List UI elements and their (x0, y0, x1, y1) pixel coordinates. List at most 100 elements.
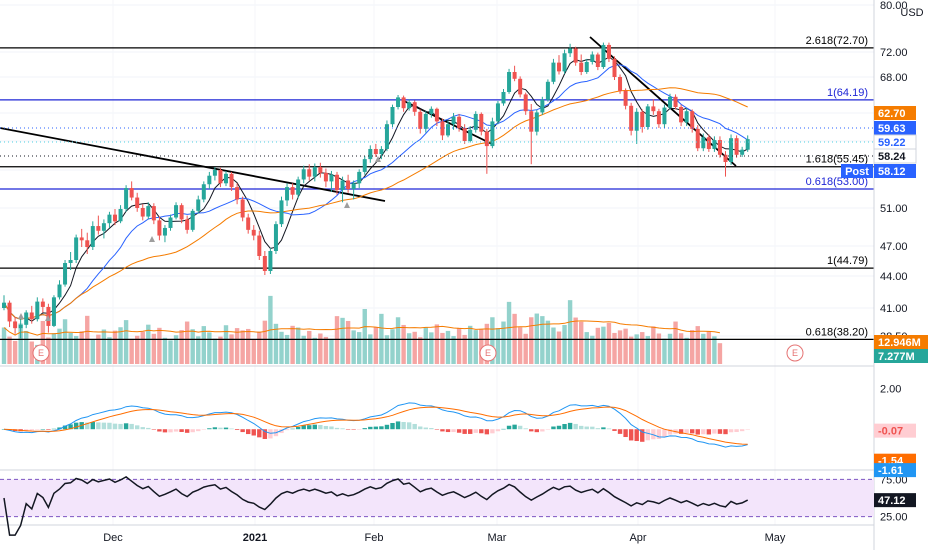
candle-body (712, 140, 717, 149)
candle-body (640, 111, 645, 127)
time-axis[interactable]: Dec 2021 Feb Mar Apr May (103, 532, 786, 544)
volume-bar (345, 320, 351, 364)
volume-tag-label: 7.277M (878, 351, 915, 363)
rsi-tag-label: 47.12 (878, 495, 906, 507)
price-pane[interactable]: 2.618(72.70) 1(64.19) 1.618(55.45) 0.618(53… (0, 0, 874, 525)
price-tags: 62.70 59.63 59.22 58.24 58.12 Post 12.946M 7.27… (0, 106, 928, 508)
price-grid (0, 4, 874, 337)
candle-body (584, 62, 589, 72)
macd-histogram-bar (212, 427, 218, 430)
macd-histogram-bar (640, 429, 645, 442)
volume-bar (468, 325, 473, 364)
candle-body (401, 97, 406, 109)
volume-bar (234, 328, 240, 364)
candle-body (490, 121, 495, 147)
price-tag-label: 59.63 (878, 123, 906, 135)
macd-histogram-bar (501, 428, 506, 430)
macd-histogram-bar (406, 422, 412, 430)
macd-histogram-bar (462, 429, 467, 434)
macd-histogram-bar (517, 425, 523, 430)
fib-level-label: 1(64.19) (827, 87, 868, 99)
candle-body (129, 188, 134, 198)
macd-histogram-bar (251, 429, 256, 436)
macd-histogram-bar (290, 428, 295, 430)
fib-level-label: 0.618(53.00) (806, 176, 868, 188)
macd-histogram-bar (123, 423, 129, 430)
macd-histogram-bar (351, 429, 356, 430)
volume-bar (656, 333, 662, 364)
macd-histogram-bar (68, 424, 73, 430)
candle-body (473, 113, 478, 130)
earnings-marker-label: E (485, 348, 491, 358)
volume-bar (634, 334, 639, 364)
candle-body (656, 111, 661, 125)
candle-body (518, 78, 523, 95)
volume-bar (73, 336, 79, 364)
macd-histogram-bar (579, 425, 584, 430)
candle-body (384, 124, 389, 149)
volume-bar (556, 331, 562, 364)
rsi-pane[interactable] (0, 476, 874, 536)
volume-bar (623, 328, 628, 364)
macd-histogram-bar (90, 422, 95, 430)
earnings-icon (786, 344, 804, 362)
macd-histogram-bar (484, 429, 490, 435)
macd-histogram-bar (512, 424, 517, 430)
macd-histogram-bar (634, 429, 639, 442)
candle-body (651, 106, 656, 112)
volume-bar (440, 332, 445, 364)
macd-histogram-bar (234, 429, 240, 431)
volume-bar (429, 332, 434, 364)
macd-histogram-bar (667, 429, 673, 435)
macd-histogram-bar (284, 429, 290, 431)
volume-bar (406, 333, 412, 364)
post-badge-label: Post (845, 166, 869, 178)
candle-body (545, 81, 550, 100)
macd-histogram-bar (334, 427, 340, 430)
candle-body (734, 138, 739, 155)
time-tick-label: Dec (103, 532, 123, 544)
candle-body (412, 102, 417, 112)
volume-bar (12, 340, 18, 364)
macd-tag-macd (874, 463, 916, 478)
volume-bar (340, 317, 345, 364)
macd-histogram-bar (246, 429, 251, 435)
candle-body (373, 148, 378, 155)
candle-body (162, 227, 167, 236)
volume-bar (395, 317, 401, 364)
macd-histogram-bar (318, 424, 323, 430)
macd-histogram-bar (495, 429, 501, 432)
candle-body (679, 107, 684, 123)
candle-body (268, 251, 273, 271)
candle-body (618, 77, 623, 91)
volume-bar (562, 324, 567, 364)
macd-histogram-bar (628, 429, 634, 441)
sma-long-line (3, 87, 748, 320)
time-tick-label: 2021 (243, 532, 267, 544)
pivot-marker-icon (375, 156, 381, 162)
macd-histogram-bar (540, 429, 545, 432)
candle-body (135, 197, 140, 208)
trend-line[interactable] (0, 127, 386, 202)
candle-body (113, 214, 117, 222)
volume-bar (307, 330, 312, 364)
macd-histogram-bar (445, 429, 451, 433)
fib-level-label: 2.618(72.70) (806, 35, 868, 47)
price-tag-label: 58.12 (878, 166, 906, 178)
candle-body (351, 183, 356, 189)
candle-body (79, 237, 84, 241)
macd-histogram-bar (395, 421, 401, 430)
macd-tick-label: 2.00 (880, 383, 901, 395)
candle-body (662, 107, 667, 125)
candle-body (296, 179, 301, 195)
candle-body (218, 170, 223, 184)
volume-bar (479, 328, 484, 364)
candle-body (285, 187, 290, 201)
macd-pane[interactable] (1, 402, 750, 448)
macd-histogram-bar (184, 429, 190, 433)
candle-body (229, 173, 234, 188)
volume-bar (140, 331, 145, 364)
volume-bar (573, 317, 578, 364)
